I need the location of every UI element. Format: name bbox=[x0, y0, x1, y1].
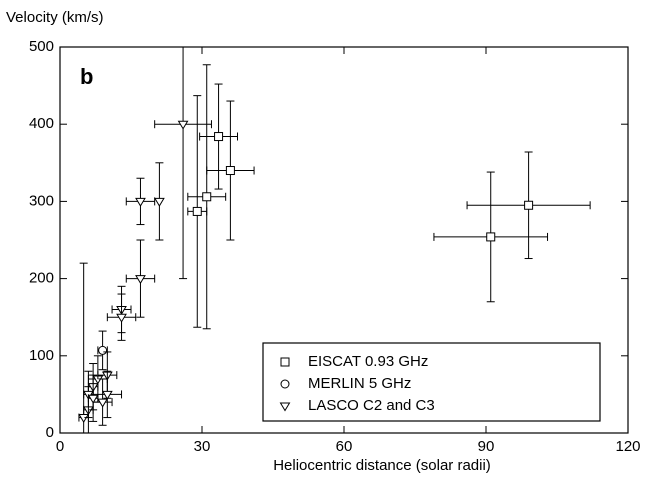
y-tick-label: 0 bbox=[46, 424, 54, 441]
x-tick-label: 60 bbox=[336, 438, 353, 455]
panel-label: b bbox=[80, 64, 93, 89]
marker bbox=[225, 166, 235, 176]
marker bbox=[78, 414, 90, 424]
marker bbox=[87, 394, 99, 404]
y-tick-label: 200 bbox=[29, 270, 54, 287]
marker bbox=[135, 275, 146, 285]
marker bbox=[280, 379, 290, 389]
marker bbox=[202, 192, 212, 202]
marker bbox=[280, 357, 290, 367]
marker bbox=[524, 200, 534, 210]
marker bbox=[192, 206, 202, 216]
marker bbox=[486, 232, 496, 242]
marker bbox=[135, 197, 146, 207]
x-axis-label: Heliocentric distance (solar radii) bbox=[273, 457, 491, 474]
marker bbox=[98, 345, 108, 355]
y-tick-label: 400 bbox=[29, 115, 54, 132]
legend-label: LASCO C2 and C3 bbox=[308, 397, 435, 414]
marker bbox=[97, 398, 108, 408]
x-tick-label: 120 bbox=[615, 438, 640, 455]
marker bbox=[279, 402, 291, 412]
legend: EISCAT 0.93 GHz MERLIN 5 GHz LASCO C2 and … bbox=[262, 342, 601, 422]
x-tick-label: 30 bbox=[194, 438, 211, 455]
y-tick-label: 500 bbox=[29, 38, 54, 55]
marker bbox=[101, 390, 113, 400]
y-tick-label: 100 bbox=[29, 347, 54, 364]
legend-box bbox=[262, 342, 601, 422]
marker bbox=[154, 197, 165, 207]
marker bbox=[116, 313, 127, 323]
x-tick-label: 0 bbox=[56, 438, 64, 455]
legend-label: EISCAT 0.93 GHz bbox=[308, 353, 428, 370]
marker bbox=[177, 120, 189, 130]
y-axis-label: Velocity (km/s) bbox=[6, 9, 104, 26]
marker bbox=[214, 132, 224, 142]
legend-label: MERLIN 5 GHz bbox=[308, 375, 411, 392]
y-tick-label: 300 bbox=[29, 192, 54, 209]
x-tick-label: 90 bbox=[478, 438, 495, 455]
